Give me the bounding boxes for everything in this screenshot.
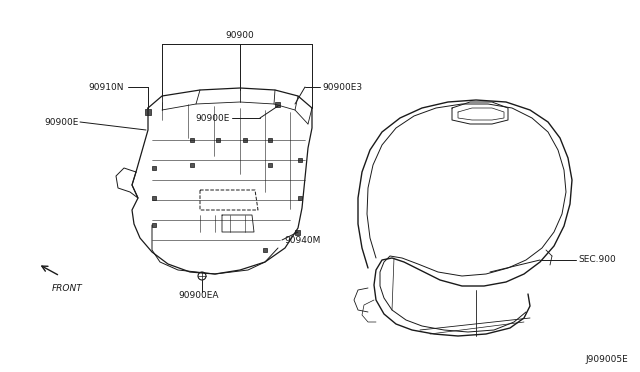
Text: 90910N: 90910N: [88, 83, 124, 92]
Polygon shape: [268, 138, 272, 142]
Polygon shape: [152, 166, 156, 170]
Polygon shape: [152, 196, 156, 200]
Polygon shape: [190, 138, 194, 142]
Text: FRONT: FRONT: [52, 284, 83, 293]
Text: 90900: 90900: [226, 31, 254, 40]
Text: 90900E: 90900E: [195, 113, 229, 122]
Polygon shape: [298, 196, 302, 200]
Text: 90940M: 90940M: [284, 235, 321, 244]
Text: 90900E: 90900E: [44, 118, 78, 126]
Polygon shape: [296, 230, 301, 234]
Polygon shape: [152, 223, 156, 227]
Text: 90900E3: 90900E3: [322, 83, 362, 92]
Polygon shape: [275, 102, 280, 106]
Polygon shape: [263, 248, 267, 252]
Polygon shape: [216, 138, 220, 142]
Polygon shape: [243, 138, 247, 142]
Text: 90900EA: 90900EA: [178, 292, 218, 301]
Polygon shape: [298, 158, 302, 162]
Polygon shape: [268, 163, 272, 167]
Text: J909005E: J909005E: [585, 355, 628, 364]
Polygon shape: [145, 109, 151, 115]
Text: SEC.900: SEC.900: [578, 256, 616, 264]
Polygon shape: [190, 163, 194, 167]
